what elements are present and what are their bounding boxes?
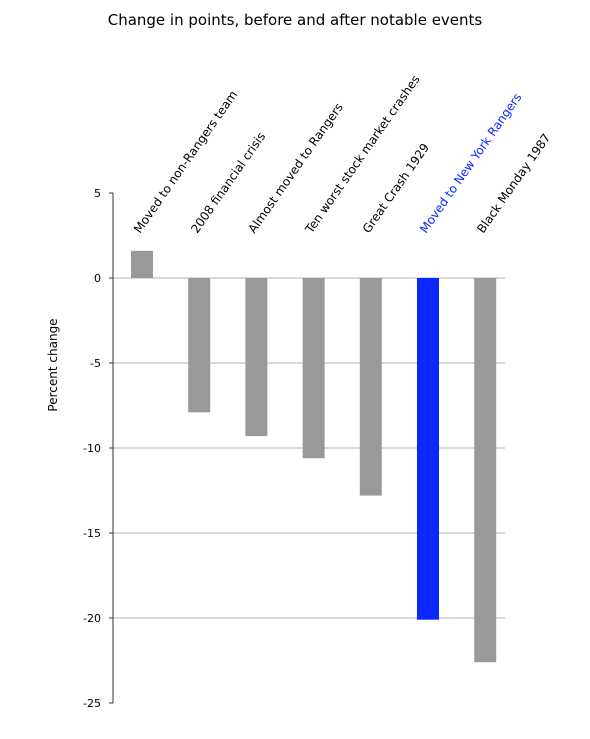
category-label: Moved to New York Rangers [417, 91, 525, 236]
y-axis: 5 0 -5 -10 -15 -20 -25 [83, 187, 114, 710]
bar-5 [359, 278, 382, 496]
y-tick-label: -15 [83, 527, 101, 540]
bar-3 [245, 278, 268, 437]
y-axis-label: Percent change [46, 318, 60, 411]
y-tick-label: 5 [94, 187, 101, 200]
bar-4 [302, 278, 325, 459]
bars [131, 250, 497, 663]
bar-2 [188, 278, 211, 413]
chart-title: Change in points, before and after notab… [107, 11, 483, 29]
bar-6 [417, 278, 439, 620]
y-tick-label: -20 [83, 612, 101, 625]
bar-1 [131, 250, 153, 278]
category-label: Ten worst stock market crashes [302, 73, 423, 237]
bar-7 [474, 278, 497, 663]
category-label: Moved to non-Rangers team [131, 88, 240, 236]
y-tick-label: 0 [94, 272, 101, 285]
y-tick-label: -5 [90, 357, 101, 370]
y-tick-label: -25 [83, 697, 101, 710]
y-tick-label: -10 [83, 442, 101, 455]
category-label: Almost moved to Rangers [245, 100, 346, 235]
